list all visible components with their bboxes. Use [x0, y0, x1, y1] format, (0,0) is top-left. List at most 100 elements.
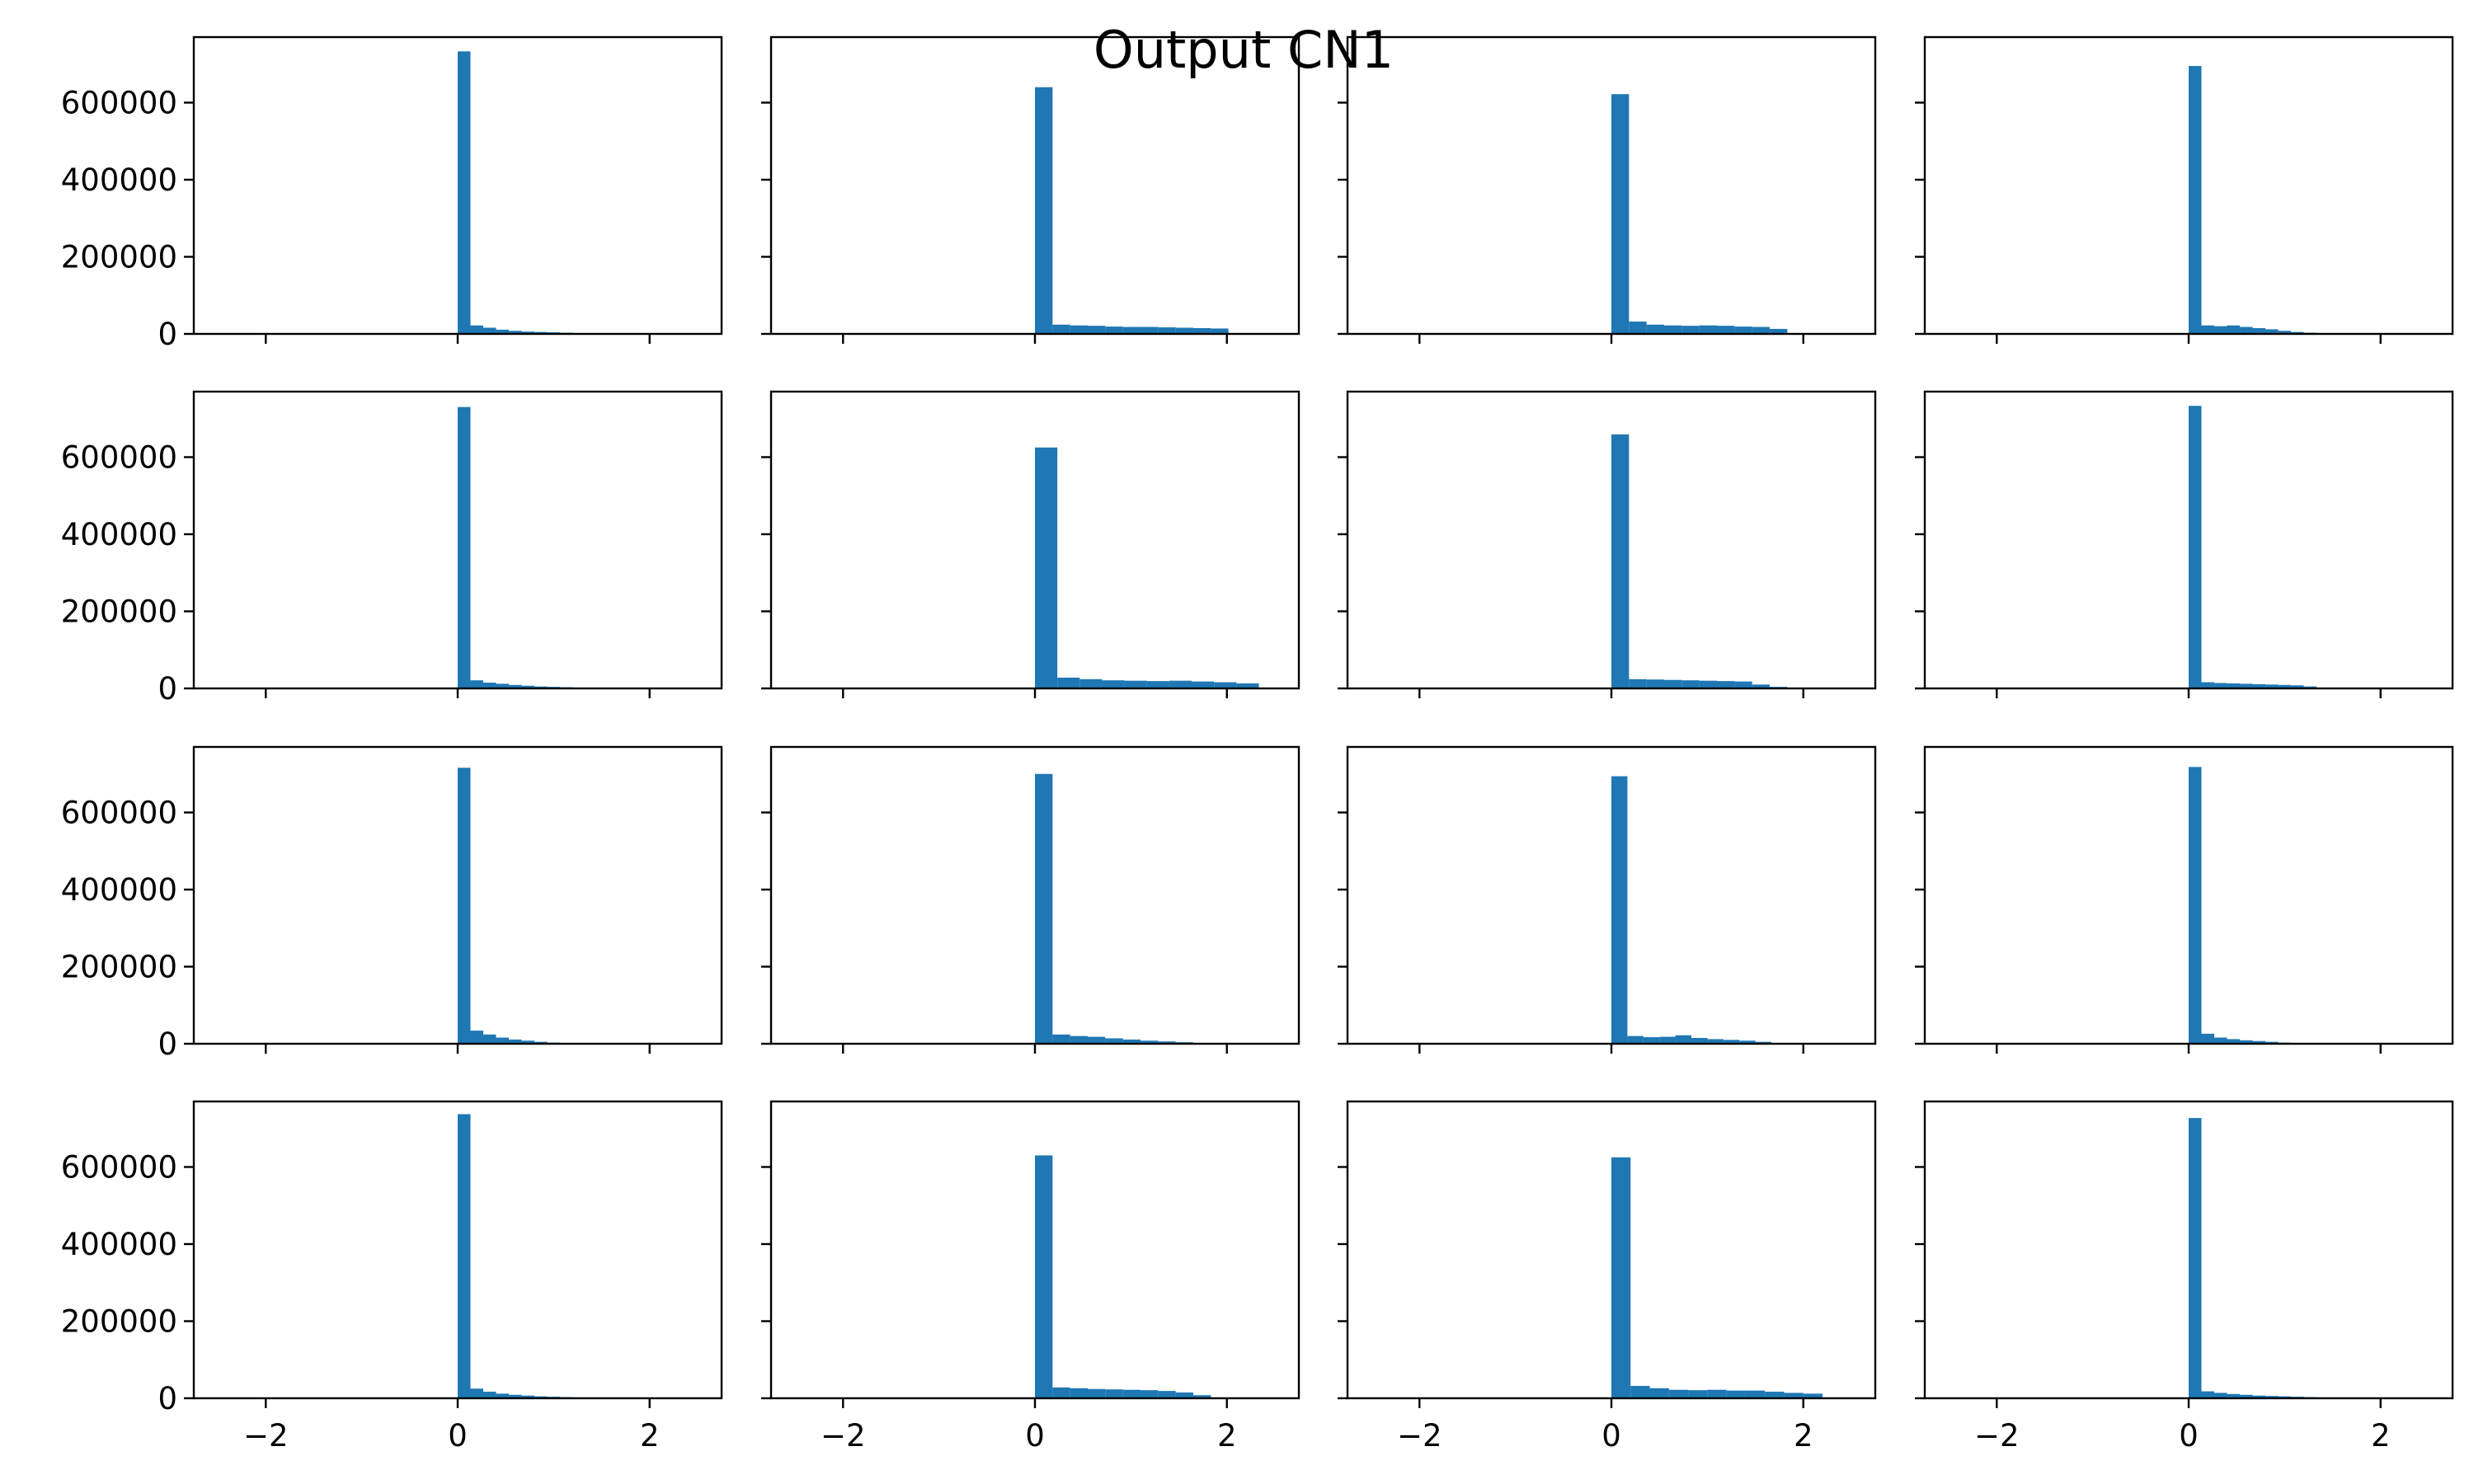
histogram-bar	[1707, 1039, 1724, 1044]
histogram-panel-12	[1915, 745, 2454, 1054]
histogram-bar	[1643, 1037, 1660, 1044]
histogram-panel-1: 0 200000 400000 600000	[61, 35, 723, 352]
x-tick-label: −2	[1974, 1418, 2020, 1453]
histogram-bar	[2252, 327, 2266, 334]
histogram-bar	[2189, 406, 2202, 688]
histogram-bar	[1646, 679, 1664, 688]
histogram-bar	[1629, 679, 1647, 688]
figure-title: Output CN1	[1094, 20, 1394, 80]
histogram-bar	[1784, 1392, 1804, 1398]
histogram-bar	[1646, 324, 1664, 334]
y-tick-label: 600000	[61, 439, 177, 475]
axes-frame	[769, 1100, 1300, 1400]
histogram-bar	[1158, 1041, 1176, 1044]
x-tick-label: 0	[448, 1418, 468, 1453]
histogram-panel-16: −2 0 2	[1915, 1100, 2454, 1453]
histogram-bar	[2189, 767, 2202, 1044]
histogram-bar	[509, 684, 522, 688]
histogram-bar	[1699, 325, 1717, 334]
axes-frame	[1346, 390, 1877, 690]
x-tick-label: 2	[640, 1418, 660, 1453]
y-tick-label: 200000	[61, 239, 177, 275]
histogram-bar	[2214, 326, 2227, 334]
histogram-bar	[1070, 325, 1088, 334]
histogram-panel-13: 0 200000 400000 600000 −2 0 2	[61, 1100, 723, 1453]
histogram-bar	[1087, 1388, 1106, 1398]
histogram-bar	[1739, 1040, 1756, 1044]
histogram-bar	[483, 327, 496, 334]
histogram-bar	[1087, 1036, 1106, 1044]
histogram-bar	[2214, 1392, 2227, 1398]
axes-frame	[192, 35, 723, 336]
y-tick-label: 200000	[61, 949, 177, 984]
histogram-bar	[521, 1040, 535, 1044]
histogram-bar	[1035, 773, 1053, 1044]
histogram-bar	[1663, 679, 1682, 688]
y-tick-label: 0	[158, 671, 177, 707]
histogram-bar	[1752, 326, 1770, 334]
axes-frame	[1923, 35, 2454, 336]
histogram-bar	[1140, 326, 1159, 334]
histogram-bar	[1627, 1036, 1644, 1044]
y-tick-label: 200000	[61, 594, 177, 629]
histogram-bar	[1124, 680, 1147, 688]
axes-frame	[1346, 745, 1877, 1045]
histogram-panel-6	[761, 390, 1300, 698]
axes-frame	[769, 745, 1300, 1045]
histogram-bar	[458, 406, 471, 688]
histogram-bar	[483, 682, 496, 688]
histogram-bar	[1629, 322, 1647, 334]
histogram-bar	[509, 1039, 522, 1044]
histogram-bar	[1611, 434, 1630, 688]
histogram-bar	[2201, 325, 2215, 334]
axes-frame	[1346, 35, 1877, 336]
histogram-bar	[2214, 683, 2227, 688]
x-tick-label: −2	[243, 1418, 289, 1453]
x-tick-label: 2	[1217, 1418, 1237, 1453]
histogram-bar	[2189, 66, 2202, 334]
histogram-bar	[1214, 682, 1237, 688]
histogram-bar	[1236, 683, 1259, 688]
y-tick-label: 400000	[61, 872, 177, 908]
histogram-bar	[1726, 1390, 1746, 1398]
histogram-bar	[521, 685, 535, 688]
histogram-bar	[1192, 1395, 1211, 1398]
histogram-panel-5: 0 200000 400000 600000	[61, 390, 723, 707]
axes-frame	[192, 1100, 723, 1400]
histogram-bar	[496, 1037, 510, 1044]
histogram-panel-9: 0 200000 400000 600000	[61, 745, 723, 1062]
axes-frame	[1923, 390, 2454, 690]
histogram-bar	[509, 1394, 522, 1398]
histogram-bar	[470, 680, 484, 688]
y-tick-label: 200000	[61, 1303, 177, 1339]
histogram-bar	[2189, 1118, 2202, 1398]
histogram-bar	[1140, 1040, 1159, 1044]
histogram-bar	[1699, 680, 1717, 688]
histogram-bar	[1723, 1040, 1740, 1044]
axes-frame	[1923, 1100, 2454, 1400]
histogram-bar	[458, 768, 471, 1044]
histogram-bar	[1716, 681, 1735, 688]
histogram-bar	[1035, 1155, 1053, 1398]
histogram-bar	[483, 1034, 496, 1044]
histogram-bar	[2240, 683, 2253, 688]
histogram-bar	[1611, 776, 1628, 1044]
y-tick-label: 0	[158, 317, 177, 352]
histogram-panel-8	[1915, 390, 2454, 698]
histogram-bar	[1611, 1157, 1631, 1398]
histogram-bar	[1052, 1034, 1070, 1044]
histogram-bar	[2291, 685, 2304, 688]
histogram-bar	[1140, 1390, 1159, 1398]
histogram-panel-2	[761, 35, 1300, 344]
panels: 0200000400000600000020000040000060000002…	[61, 35, 2454, 1453]
histogram-bar	[2252, 1040, 2266, 1044]
histogram-bar	[2240, 326, 2253, 334]
histogram-panel-4	[1915, 35, 2454, 344]
histogram-bar	[1192, 681, 1215, 688]
histogram-bar	[1122, 1039, 1141, 1044]
histogram-bar	[2227, 325, 2241, 334]
histogram-bar	[1105, 326, 1123, 334]
histogram-bar	[2240, 1394, 2253, 1398]
axes-frame	[769, 390, 1300, 690]
